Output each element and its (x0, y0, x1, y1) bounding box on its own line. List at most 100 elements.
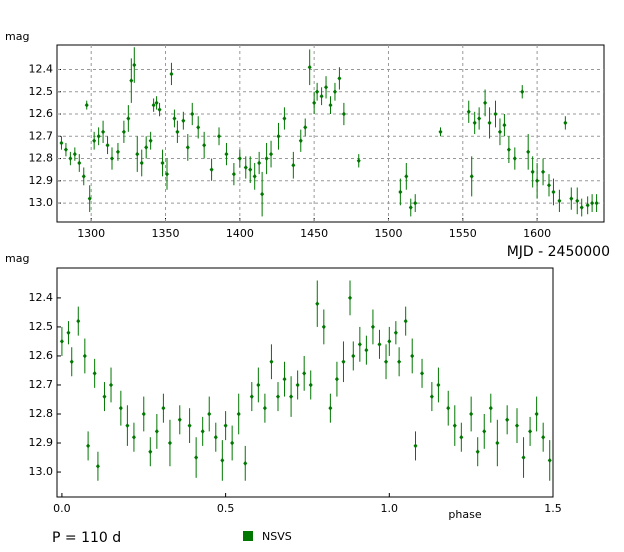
point (387, 338, 392, 344)
point (129, 78, 134, 84)
y-axis-label: mag (5, 30, 29, 43)
point (207, 411, 212, 417)
point (585, 202, 590, 208)
point (319, 93, 324, 99)
point (410, 353, 415, 359)
point (202, 142, 207, 148)
point (332, 89, 337, 95)
point (181, 118, 186, 124)
x-tick-label: 1.0 (381, 502, 399, 515)
point (495, 440, 500, 446)
point (569, 196, 574, 202)
y-tick-label: 12.6 (29, 107, 54, 120)
point (248, 167, 253, 173)
x-axis-label: MJD - 2450000 (507, 244, 610, 260)
point (521, 455, 526, 461)
point (82, 353, 87, 359)
point (187, 423, 192, 429)
point (109, 156, 114, 162)
point (157, 107, 162, 113)
point (139, 160, 144, 166)
point (436, 382, 441, 388)
point (506, 147, 511, 153)
point (575, 198, 580, 204)
point (526, 149, 531, 155)
point (282, 376, 287, 382)
point (169, 71, 174, 77)
point (68, 156, 73, 162)
point (557, 198, 562, 204)
point (429, 394, 434, 400)
point (334, 376, 339, 382)
point (237, 156, 242, 162)
point (230, 440, 235, 446)
point (303, 124, 308, 130)
point (135, 151, 140, 157)
point (252, 173, 257, 179)
point (92, 370, 97, 376)
x-tick-label: 1450 (300, 227, 328, 240)
point (126, 115, 131, 121)
plot-area (56, 44, 605, 223)
point (315, 89, 320, 95)
point (337, 75, 342, 81)
point (213, 434, 218, 440)
point (298, 138, 303, 144)
point (413, 200, 418, 206)
point (505, 417, 510, 423)
point (185, 144, 190, 150)
point (194, 455, 199, 461)
point (466, 109, 471, 115)
x-tick-label: 0.0 (53, 502, 71, 515)
point (260, 191, 265, 197)
point (535, 178, 540, 184)
y-tick-label: 12.5 (29, 85, 54, 98)
point (551, 189, 556, 195)
point (308, 382, 313, 388)
point (488, 405, 493, 411)
point (154, 100, 159, 106)
point (86, 443, 91, 449)
point (512, 156, 517, 162)
point (472, 120, 477, 126)
point (282, 115, 287, 121)
point (164, 171, 169, 177)
point (220, 457, 225, 463)
point (341, 111, 346, 117)
point (118, 405, 123, 411)
x-tick-label: 1300 (77, 227, 105, 240)
x-tick-label: 1.5 (544, 502, 562, 515)
point (469, 411, 474, 417)
point (231, 171, 236, 177)
point (493, 111, 498, 117)
point (101, 129, 106, 135)
legend-label: NSVS (262, 530, 292, 543)
point (520, 89, 525, 95)
point (295, 382, 300, 388)
point (420, 370, 425, 376)
point (408, 205, 413, 211)
point (249, 394, 254, 400)
point (328, 102, 333, 108)
point (144, 144, 149, 150)
point (223, 423, 228, 429)
point (177, 417, 182, 423)
legend-swatch (243, 531, 253, 541)
point (87, 196, 92, 202)
point (403, 318, 408, 324)
point (105, 142, 110, 148)
point (200, 428, 205, 434)
point (341, 359, 346, 365)
point (348, 295, 353, 301)
point (404, 173, 409, 179)
point (190, 111, 195, 117)
point (269, 151, 274, 157)
point (502, 122, 507, 128)
point (76, 318, 81, 324)
point (475, 449, 480, 455)
point (446, 405, 451, 411)
point (96, 133, 101, 139)
point (514, 423, 519, 429)
point (77, 160, 82, 166)
point (482, 428, 487, 434)
